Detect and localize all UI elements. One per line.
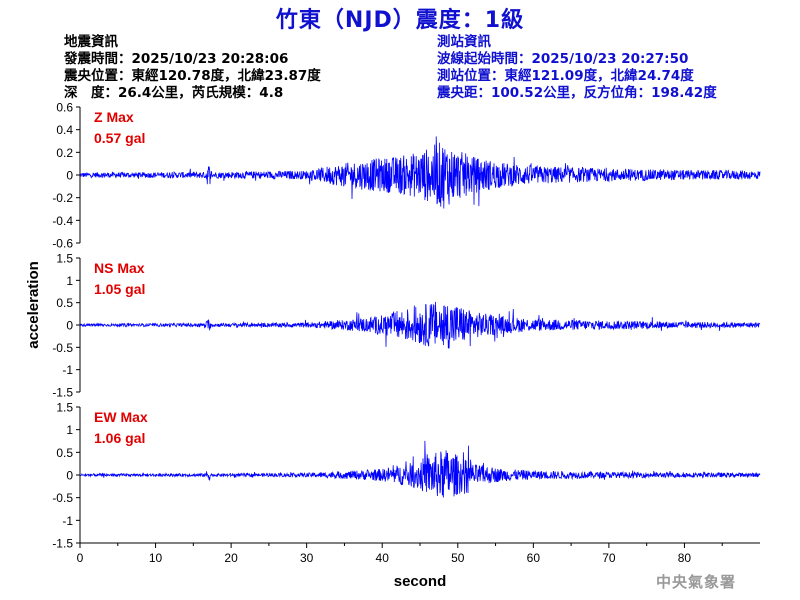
y-tick-label-z: -0.2 — [52, 191, 73, 205]
earthquake-info-heading: 地震資訊 — [64, 34, 118, 50]
x-tick-label: 60 — [527, 551, 541, 565]
earthquake-info-block: 地震資訊 發震時間：2025/10/23 20:28:06 震央位置：東經120… — [64, 34, 321, 102]
x-axis-label: second — [394, 573, 447, 590]
station-location: 測站位置：東經121.09度，北緯24.74度 — [437, 68, 694, 84]
y-axis-label: acceleration — [25, 261, 42, 349]
y-tick-label-ns: 0 — [66, 319, 73, 333]
y-tick-label-ew: -1.5 — [52, 537, 73, 551]
max-label-ew: EW Max — [94, 409, 148, 425]
y-tick-label-ns: 1.5 — [56, 252, 73, 266]
chart-title: 竹東（NJD）震度：1級 — [275, 8, 525, 33]
origin-time: 發震時間：2025/10/23 20:28:06 — [64, 51, 289, 67]
y-tick-label-ns: 1 — [66, 274, 73, 288]
max-label-z: Z Max — [94, 109, 134, 125]
x-tick-label: 10 — [149, 551, 163, 565]
x-tick-label: 50 — [451, 551, 465, 565]
y-tick-label-ns: -1 — [62, 363, 73, 377]
wave-onset-time: 波線起始時間：2025/10/23 20:27:50 — [437, 51, 689, 67]
x-tick-label: 20 — [224, 551, 238, 565]
y-tick-label-ns: -0.5 — [52, 341, 73, 355]
y-tick-label-ew: 0 — [66, 469, 73, 483]
depth-magnitude: 深 度：26.4公里，芮氏規模：4.8 — [64, 85, 284, 101]
x-tick-label: 0 — [77, 551, 84, 565]
y-tick-label-z: -0.4 — [52, 214, 73, 228]
x-tick-label: 40 — [376, 551, 390, 565]
waveform-ns — [79, 301, 761, 349]
max-value-z: 0.57 gal — [94, 130, 145, 146]
y-tick-label-z: 0.2 — [56, 146, 73, 160]
y-tick-label-z: 0.4 — [56, 123, 73, 137]
y-tick-label-ns: 0.5 — [56, 296, 73, 310]
y-tick-label-ew: 1 — [66, 423, 73, 437]
y-tick-label-ew: 0.5 — [56, 446, 73, 460]
y-tick-label-z: 0.6 — [56, 101, 73, 115]
waveform-ew — [80, 440, 761, 498]
station-info-heading: 測站資訊 — [437, 34, 491, 50]
x-tick-label: 70 — [602, 551, 616, 565]
y-tick-label-z: -0.6 — [52, 237, 73, 251]
x-tick-label: 30 — [300, 551, 314, 565]
y-tick-label-ns: -1.5 — [52, 386, 73, 400]
station-info-block: 測站資訊 波線起始時間：2025/10/23 20:27:50 測站位置：東經1… — [437, 34, 717, 102]
max-value-ew: 1.06 gal — [94, 430, 145, 446]
y-tick-label-z: 0 — [66, 169, 73, 183]
max-value-ns: 1.05 gal — [94, 281, 145, 297]
epicenter-location: 震央位置：東經120.78度，北緯23.87度 — [64, 68, 321, 84]
waveform-z — [79, 136, 761, 209]
x-tick-label: 80 — [678, 551, 692, 565]
y-tick-label-ew: -1 — [62, 514, 73, 528]
y-tick-label-ew: -0.5 — [52, 491, 73, 505]
max-label-ns: NS Max — [94, 260, 145, 276]
y-tick-label-ew: 1.5 — [56, 401, 73, 415]
distance-azimuth: 震央距：100.52公里，反方位角：198.42度 — [437, 85, 717, 101]
agency-watermark: 中央氣象署 — [656, 573, 737, 591]
